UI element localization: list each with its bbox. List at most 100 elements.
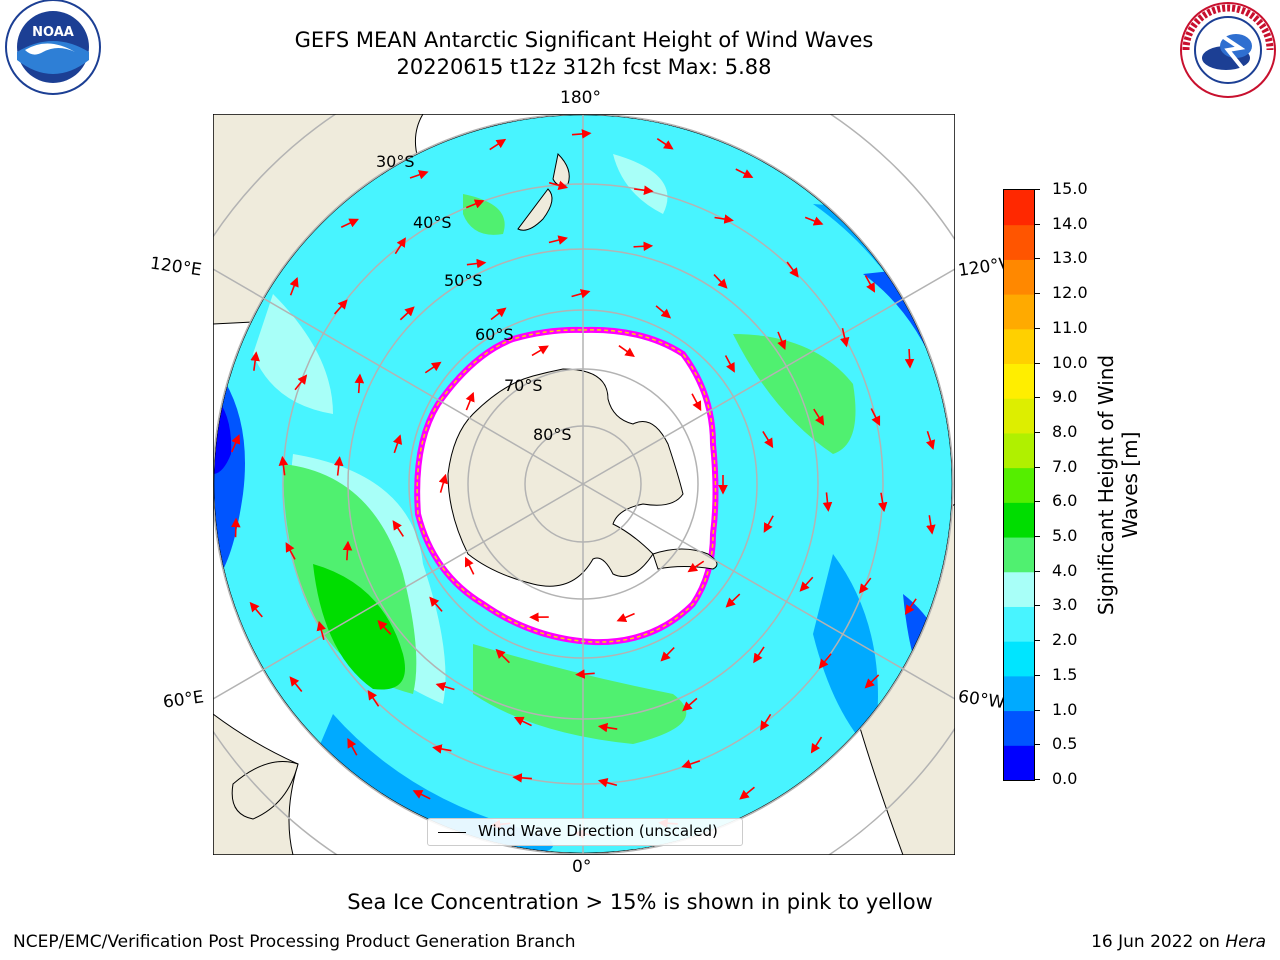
- wind-arrow: [925, 430, 936, 450]
- colorbar-label: Significant Height of Wind Waves [m]: [1094, 354, 1142, 616]
- wind-arrow: [289, 276, 299, 296]
- colorbar-swatch: [1004, 328, 1034, 365]
- wind-arrow: [870, 408, 881, 427]
- colorbar-tick-label: 15.0: [1052, 179, 1088, 198]
- wind-arrow: [512, 773, 532, 783]
- wind-arrow: [762, 430, 774, 449]
- colorbar-swatch: [1004, 606, 1034, 642]
- lat-label-50s: 50°S: [444, 271, 483, 290]
- wind-arrow: [464, 556, 475, 575]
- wind-arrow: [864, 275, 876, 293]
- lon-label-180: 180°: [560, 88, 601, 108]
- colorbar-swatch: [1004, 259, 1034, 295]
- wind-arrow: [597, 778, 618, 788]
- colorbar-swatch: [1004, 294, 1034, 330]
- wind-arrow: [249, 601, 263, 618]
- lat-label-60s: 60°S: [475, 325, 514, 344]
- wind-arrow: [859, 577, 872, 594]
- colorbar-tick-label: 4.0: [1052, 560, 1078, 580]
- colorbar-tick-label: 13.0: [1052, 248, 1088, 268]
- colorbar-swatch: [1004, 710, 1034, 746]
- colorbar-swatch: [1004, 398, 1034, 434]
- colorbar-tick-label: 10.0: [1052, 352, 1088, 372]
- lon-label-60w: 60°W: [956, 686, 1007, 714]
- colorbar-tick-mark: [1034, 362, 1040, 364]
- colorbar-swatch: [1004, 502, 1034, 538]
- wind-arrow: [367, 689, 380, 707]
- antarctica-land: [447, 368, 684, 587]
- wind-arrow: [285, 542, 296, 560]
- colorbar-tick-label: 1.5: [1052, 664, 1078, 684]
- wind-arrow: [575, 669, 595, 679]
- wind-arrow: [877, 492, 888, 513]
- lon-label-0: 0°: [572, 857, 592, 877]
- colorbar-tick-mark: [1034, 223, 1040, 225]
- wind-arrow: [333, 456, 344, 476]
- wind-arrow: [904, 598, 917, 615]
- footer-date: 16 Jun 2022 on Hera: [1091, 932, 1266, 952]
- colorbar-tick-mark: [1034, 779, 1040, 780]
- colorbar-swatch: [1004, 745, 1034, 781]
- colorbar-swatch: [1004, 190, 1034, 226]
- wind-arrow: [813, 408, 825, 426]
- wind-arrow: [438, 473, 448, 493]
- colorbar-tick-mark: [1034, 293, 1040, 295]
- colorbar-tick-mark: [1034, 501, 1040, 503]
- colorbar-tick-mark: [1034, 640, 1040, 642]
- wind-arrow: [435, 682, 455, 692]
- wind-arrow: [424, 361, 442, 374]
- wind-arrow: [926, 515, 936, 535]
- wind-arrow: [725, 593, 741, 608]
- wind-arrow: [840, 327, 850, 348]
- wind-arrow: [333, 299, 348, 315]
- wind-arrow: [394, 237, 406, 255]
- colorbar-tick-mark: [1034, 397, 1040, 399]
- colorbar-tick-mark: [1034, 570, 1040, 572]
- wind-arrow: [739, 786, 755, 800]
- colorbar-tick-mark: [1034, 466, 1040, 468]
- colorbar-swatch: [1004, 467, 1034, 503]
- legend-label: Wind Wave Direction (unscaled): [478, 822, 718, 840]
- wind-arrow: [409, 170, 429, 180]
- lat-label-70s: 70°S: [504, 376, 543, 395]
- wind-arrow: [786, 261, 799, 278]
- colorbar-swatch: [1004, 571, 1034, 607]
- colorbar-tick-mark: [1034, 327, 1040, 329]
- wind-arrow: [465, 391, 475, 411]
- colorbar-tick-label: 3.0: [1052, 595, 1078, 615]
- lon-label-120e: 120°E: [148, 253, 203, 281]
- colorbar-tick-label: 0.0: [1052, 769, 1078, 788]
- wind-arrow: [633, 241, 654, 252]
- wind-arrow: [278, 455, 289, 476]
- colorbar-tick-label: 6.0: [1052, 491, 1078, 511]
- wind-arrow: [513, 716, 532, 727]
- svg-text:NOAA: NOAA: [32, 25, 74, 40]
- colorbar-tick-label: 14.0: [1052, 213, 1088, 233]
- footer-date-text: 16 Jun 2022 on: [1091, 932, 1220, 952]
- map-panel: Wind Wave Direction (unscaled): [212, 113, 956, 856]
- wind-arrow: [660, 646, 675, 662]
- wind-arrow: [289, 676, 303, 693]
- wind-arrow: [682, 697, 698, 712]
- wind-arrow: [495, 648, 510, 664]
- wind-arrow: [864, 674, 880, 689]
- colorbar-tick-label: 9.0: [1052, 387, 1078, 407]
- wind-arrow: [571, 129, 592, 139]
- colorbar-swatch: [1004, 641, 1034, 677]
- wind-arrow: [724, 355, 735, 373]
- wind-arrow: [531, 345, 549, 357]
- colorbar-tick-label: 1.0: [1052, 699, 1078, 719]
- lat-label-80s: 80°S: [533, 425, 572, 444]
- colorbar-tick-label: 5.0: [1052, 526, 1078, 546]
- colorbar-tick-mark: [1034, 605, 1040, 607]
- wind-arrow: [340, 218, 359, 228]
- map-title: GEFS MEAN Antarctic Significant Height o…: [294, 28, 874, 52]
- sea-ice-note: Sea Ice Concentration > 15% is shown in …: [347, 890, 933, 914]
- colorbar-swatch: [1004, 432, 1034, 469]
- wind-arrow: [681, 759, 701, 769]
- wind-arrow: [392, 520, 405, 537]
- wind-arrow: [377, 620, 392, 635]
- colorbar-tick-mark: [1034, 709, 1040, 711]
- wind-arrow: [760, 713, 772, 731]
- wind-arrow: [354, 373, 365, 394]
